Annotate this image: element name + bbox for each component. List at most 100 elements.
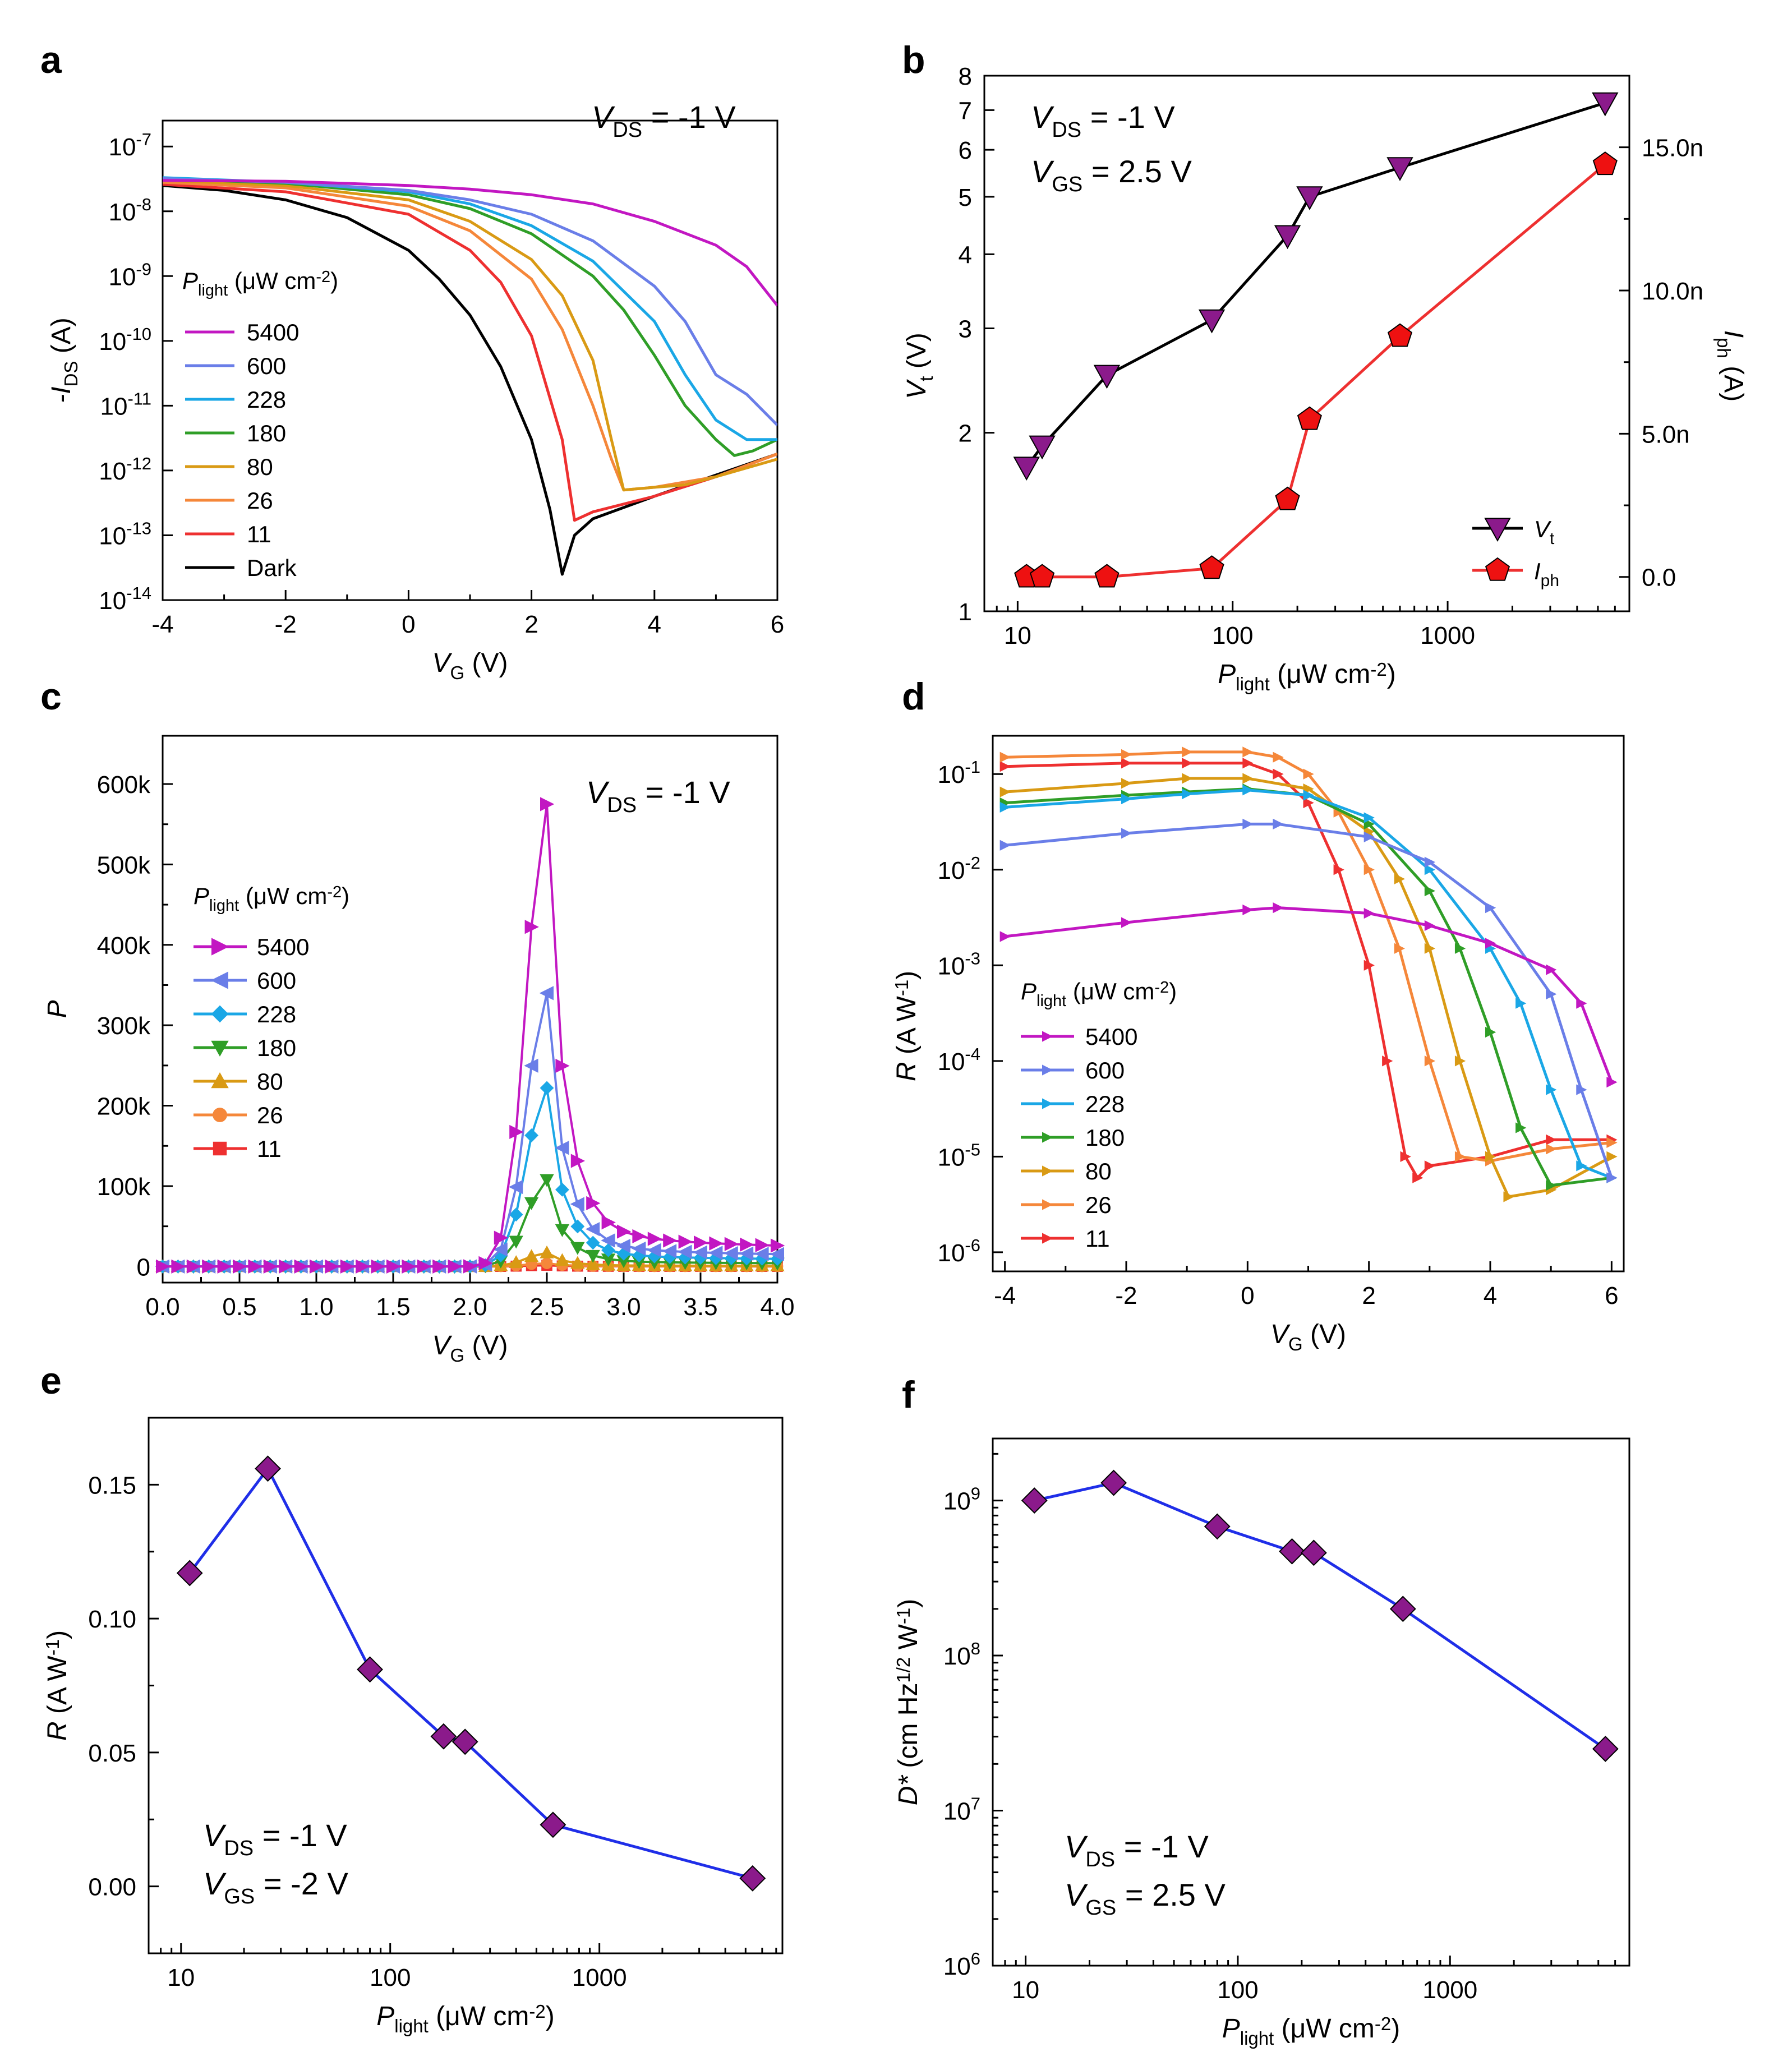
legend-label: 26 bbox=[1085, 1192, 1112, 1218]
text-span: 10 bbox=[943, 1488, 971, 1515]
y-tick-label: 100k bbox=[97, 1173, 151, 1201]
legend-label: 5400 bbox=[247, 319, 299, 345]
text-span: V bbox=[1270, 1320, 1291, 1349]
text-span: DS bbox=[61, 361, 81, 387]
series-line bbox=[163, 804, 777, 1268]
text-span: ) bbox=[1391, 2014, 1400, 2044]
text-span: (μW cm bbox=[1274, 2014, 1375, 2044]
text-span: ph bbox=[1541, 571, 1559, 590]
data-point bbox=[1121, 749, 1132, 760]
data-point bbox=[1121, 758, 1132, 769]
data-point bbox=[1333, 864, 1344, 875]
data-point bbox=[478, 1256, 493, 1271]
x-tick-label: -2 bbox=[275, 611, 297, 638]
data-point bbox=[255, 1455, 281, 1482]
text-span: V bbox=[432, 1331, 452, 1361]
y-axis-label: R (A W-1) bbox=[42, 1630, 72, 1741]
data-point bbox=[999, 931, 1011, 942]
data-point bbox=[1546, 1180, 1557, 1191]
legend-marker bbox=[213, 1141, 227, 1156]
annotation: VGS = 2.5 V bbox=[1031, 154, 1192, 196]
text-span: t bbox=[1550, 529, 1555, 548]
text-span: P bbox=[43, 1000, 72, 1018]
text-span: V bbox=[203, 1818, 227, 1853]
y-tick-label: 107 bbox=[943, 1794, 980, 1825]
y-tick-label: 1 bbox=[959, 598, 972, 626]
data-point bbox=[540, 1081, 554, 1095]
panel-c: c 0.0 0.5 1.0 1.5 2.0 2.5 3.0 3.5 4.0 0 100k 200k 300… bbox=[40, 675, 795, 1366]
text-span: -2 bbox=[1370, 659, 1386, 680]
data-point bbox=[1303, 797, 1314, 809]
data-point bbox=[539, 986, 554, 1000]
text-span: V bbox=[586, 774, 610, 810]
data-point bbox=[1296, 186, 1323, 210]
data-point bbox=[1412, 1172, 1424, 1183]
y-axis-label: R (A W-1) bbox=[891, 971, 922, 1081]
text-span: 6 bbox=[971, 1949, 980, 1968]
data-point bbox=[1485, 1151, 1496, 1162]
data-point bbox=[570, 1197, 584, 1211]
data-point bbox=[999, 786, 1011, 797]
data-point bbox=[1363, 864, 1375, 875]
data-point bbox=[1394, 943, 1405, 954]
legend-label: 600 bbox=[1085, 1057, 1125, 1083]
x-tick-label: 4 bbox=[1484, 1282, 1497, 1310]
legend-marker bbox=[1042, 1098, 1053, 1109]
data-point bbox=[1424, 864, 1436, 875]
x-tick-label: 2 bbox=[1362, 1282, 1375, 1310]
y-tick-label: 10-11 bbox=[100, 389, 151, 420]
data-point bbox=[1242, 818, 1254, 830]
data-point bbox=[586, 1196, 601, 1211]
text-span: 10 bbox=[937, 1239, 965, 1267]
text-span: 8 bbox=[971, 1639, 980, 1658]
data-point bbox=[555, 1141, 569, 1155]
data-point bbox=[524, 920, 539, 934]
x-tick-label: -2 bbox=[1115, 1282, 1137, 1310]
data-point bbox=[555, 1182, 569, 1197]
data-point bbox=[709, 1236, 724, 1251]
data-point bbox=[1546, 1084, 1557, 1095]
text-span: DS bbox=[224, 1837, 254, 1860]
text-span: light bbox=[198, 282, 228, 299]
text-span: GS bbox=[1052, 173, 1082, 196]
data-point bbox=[616, 1238, 630, 1253]
text-span: = -1 V bbox=[637, 774, 730, 810]
text-span: ) bbox=[43, 1630, 72, 1639]
data-point bbox=[1454, 1151, 1466, 1162]
x-tick-label: -4 bbox=[151, 611, 173, 638]
data-point bbox=[693, 1245, 707, 1260]
data-point bbox=[740, 1237, 754, 1252]
panel-b: b 10 100 1000 1 2 3 4 5 6 7 8 0.0 5.0n 10.0n 15.0n Pligh… bbox=[902, 39, 1748, 694]
data-point bbox=[1424, 885, 1436, 897]
series-line bbox=[163, 177, 777, 457]
legend-label: 11 bbox=[1085, 1225, 1110, 1252]
data-point bbox=[1400, 1151, 1411, 1162]
text-span: -13 bbox=[126, 518, 151, 538]
data-point bbox=[171, 1259, 186, 1274]
text-span: DS bbox=[1085, 1848, 1115, 1871]
data-point bbox=[417, 1259, 432, 1274]
text-span: I bbox=[1534, 558, 1541, 584]
legend-label: Dark bbox=[247, 555, 297, 581]
data-point bbox=[1394, 873, 1405, 884]
y-tick-label: 0 bbox=[137, 1253, 150, 1281]
y-tick-label: 10-1 bbox=[937, 757, 980, 789]
data-point bbox=[448, 1259, 462, 1274]
data-point bbox=[202, 1259, 216, 1274]
data-point bbox=[570, 1219, 585, 1234]
data-point bbox=[586, 1235, 600, 1250]
text-span: DS bbox=[607, 794, 637, 817]
data-point bbox=[1576, 998, 1587, 1009]
data-point bbox=[371, 1259, 385, 1274]
text-span: -5 bbox=[965, 1140, 980, 1159]
x-tick-label: 0.5 bbox=[222, 1293, 256, 1321]
data-point bbox=[1121, 828, 1132, 839]
panel-label: c bbox=[40, 675, 62, 718]
data-point bbox=[452, 1728, 478, 1755]
data-point bbox=[1121, 778, 1132, 789]
y-tick-label: 10-13 bbox=[99, 518, 151, 550]
text-span: (μW cm bbox=[1066, 978, 1154, 1004]
data-point bbox=[1363, 812, 1375, 823]
x-tick-label: 100 bbox=[1212, 622, 1253, 649]
